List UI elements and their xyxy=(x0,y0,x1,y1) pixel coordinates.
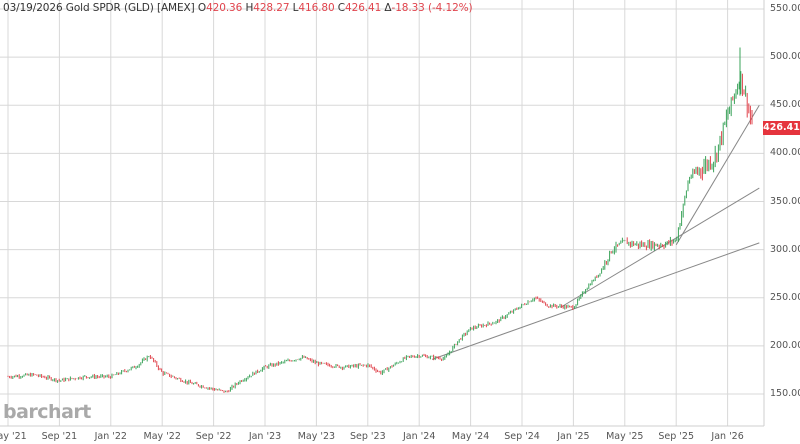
header-symbol: Gold SPDR (GLD) [AMEX] xyxy=(65,2,195,14)
change-value: -18.33 (-4.12%) xyxy=(391,2,473,14)
x-tick-label: Jan '23 xyxy=(248,431,282,442)
high-label: H xyxy=(245,2,254,14)
y-tick-label: 400.00 xyxy=(770,147,800,159)
x-tick-label: May '21 xyxy=(0,431,27,442)
y-tick-label: 550.00 xyxy=(770,3,800,14)
x-tick-label: May '22 xyxy=(143,431,181,442)
x-tick-label: Sep '23 xyxy=(349,431,386,442)
chart-grid xyxy=(0,0,764,426)
y-tick-label: 350.00 xyxy=(770,195,800,207)
y-tick-label: 500.00 xyxy=(770,51,800,63)
price-bars xyxy=(7,47,753,393)
x-tick-label: Sep '21 xyxy=(41,431,78,442)
y-tick-label: 200.00 xyxy=(770,339,800,351)
last-price-badge: 426.41 xyxy=(763,121,800,135)
x-tick-label: May '24 xyxy=(451,431,490,442)
x-tick-label: May '25 xyxy=(606,431,644,442)
y-tick-label: 300.00 xyxy=(770,243,800,255)
x-tick-label: Jan '25 xyxy=(557,431,590,442)
change-label: Δ xyxy=(384,2,392,14)
x-tick-label: Sep '22 xyxy=(195,431,232,442)
x-tick-label: Jan '24 xyxy=(403,431,436,442)
low-label: L xyxy=(292,2,299,14)
y-tick-label: 150.00 xyxy=(770,388,800,399)
low-value: 416.80 xyxy=(298,2,335,14)
y-tick-label: 450.00 xyxy=(770,99,800,111)
x-tick-label: Jan '26 xyxy=(711,431,744,442)
open-value: 420.36 xyxy=(206,2,243,14)
open-label: O xyxy=(197,2,207,14)
close-label: C xyxy=(337,2,346,14)
high-value: 428.27 xyxy=(253,2,290,14)
header-date: 03/19/2026 xyxy=(3,2,63,14)
x-tick-label: Jan '22 xyxy=(94,431,127,442)
y-tick-label: 250.00 xyxy=(770,291,800,303)
trendlines xyxy=(431,104,760,360)
close-value: 426.41 xyxy=(345,2,382,14)
chart-header: 03/19/2026 Gold SPDR (GLD) [AMEX] O420.3… xyxy=(3,2,473,14)
x-tick-label: Sep '24 xyxy=(504,431,540,442)
x-tick-label: May '23 xyxy=(297,431,336,442)
x-tick-label: Sep '25 xyxy=(658,431,694,442)
barchart-logo: barchart xyxy=(3,401,91,423)
